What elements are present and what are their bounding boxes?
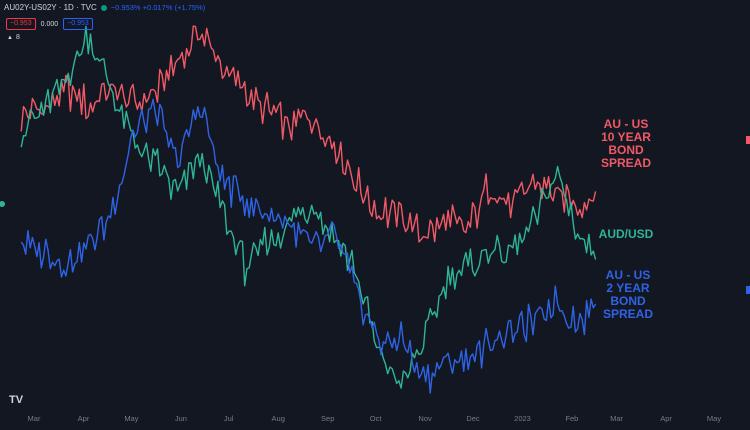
x-tick-label: Sep bbox=[321, 414, 334, 423]
two-year-label-line: BOND bbox=[610, 294, 646, 308]
symbol-title[interactable]: AU02Y-US02Y · 1D · TVC bbox=[4, 3, 97, 12]
series-layer bbox=[20, 25, 597, 394]
two-year-label-line: SPREAD bbox=[603, 307, 653, 321]
two-year-label-line: 2 YEAR bbox=[606, 281, 649, 295]
x-tick-label: Aug bbox=[272, 414, 285, 423]
x-tick-label: Jul bbox=[224, 414, 234, 423]
x-tick-label: Mar bbox=[610, 414, 623, 423]
sell-badge[interactable]: −0.953 bbox=[6, 18, 36, 30]
market-status-icon bbox=[100, 4, 107, 11]
chart-header: AU02Y-US02Y · 1D · TVC −0.953% +0.017% (… bbox=[4, 3, 205, 12]
x-tick-label: Apr bbox=[660, 414, 672, 423]
spread-value: 0.000 bbox=[40, 20, 59, 28]
ten-year-label-line: SPREAD bbox=[601, 156, 651, 170]
buy-badge[interactable]: −0.953 bbox=[63, 18, 93, 30]
x-tick-label: Apr bbox=[78, 414, 90, 423]
indicator-toggle[interactable]: ▲ 8 bbox=[7, 34, 20, 41]
ten-year-edge-marker bbox=[746, 136, 750, 144]
series-line-2 bbox=[20, 98, 597, 394]
tradingview-logo-icon: TV bbox=[9, 394, 24, 406]
audusd-label-line: AUD/USD bbox=[599, 227, 654, 241]
audusd-left-marker bbox=[0, 201, 5, 207]
two-year-label-line: AU - US bbox=[606, 268, 651, 282]
change-readout: −0.953% +0.017% (+1.75%) bbox=[110, 3, 206, 12]
x-tick-label: Mar bbox=[28, 414, 41, 423]
chevron-up-icon: ▲ bbox=[7, 34, 13, 41]
x-tick-label: Feb bbox=[565, 414, 578, 423]
x-tick-label: Oct bbox=[370, 414, 383, 423]
x-tick-label: Dec bbox=[466, 414, 480, 423]
two-year-edge-marker bbox=[746, 286, 750, 294]
ten-year-label-line: BOND bbox=[608, 143, 644, 157]
x-tick-label: Nov bbox=[418, 414, 432, 423]
series-line-0 bbox=[20, 25, 597, 243]
x-tick-label: May bbox=[707, 414, 721, 423]
ten-year-label-line: 10 YEAR bbox=[601, 130, 651, 144]
ten-year-label-line: AU - US bbox=[604, 117, 649, 131]
indicator-count: 8 bbox=[15, 34, 20, 41]
x-axis: Mar Apr May Jun Jul Aug Sep Oct Nov Dec 2023 Feb Mar… bbox=[28, 414, 722, 423]
edge-markers bbox=[0, 136, 750, 294]
price-badges: −0.953 0.000 −0.953 bbox=[6, 18, 93, 30]
series-line-1 bbox=[20, 25, 597, 389]
x-tick-label: May bbox=[124, 414, 138, 423]
x-tick-label: 2023 bbox=[514, 414, 531, 423]
x-tick-label: Jun bbox=[175, 414, 187, 423]
